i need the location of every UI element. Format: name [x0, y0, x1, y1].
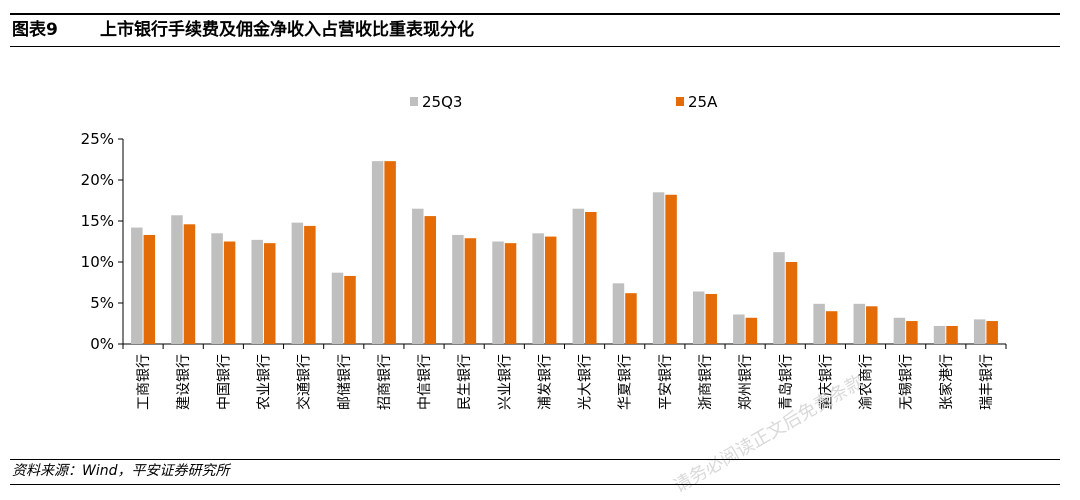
bar-25A-14: [705, 293, 717, 344]
bar-25A-9: [504, 243, 517, 344]
figure-title: 图表9 上市银行手续费及佣金净收入占营收比重表现分化: [12, 17, 474, 43]
bar-25A-20: [946, 325, 958, 344]
bar-25Q3-10: [532, 233, 544, 344]
legend-swatch-25A: [676, 97, 684, 106]
bar-25Q3-21: [973, 319, 986, 344]
category-label: 渝农商行: [859, 354, 875, 410]
bar-25A-15: [745, 317, 758, 344]
y-tick-label: 20%: [81, 171, 114, 189]
bar-25A-18: [866, 306, 878, 344]
bar-25Q3-3: [251, 239, 263, 344]
bar-25Q3-19: [893, 317, 906, 344]
bar-25Q3-4: [291, 222, 304, 344]
category-label: 中国银行: [216, 354, 232, 410]
category-label: 瑞丰银行: [979, 354, 995, 410]
legend-label-25Q3: 25Q3: [422, 93, 462, 111]
category-label: 兴业银行: [497, 354, 513, 410]
title-rule: [10, 46, 1060, 47]
bar-25A-6: [384, 161, 396, 344]
category-label: 张家港行: [938, 354, 955, 410]
bar-25A-13: [665, 194, 677, 344]
bar-25Q3-12: [612, 283, 625, 344]
bar-chart: 0% 5% 10% 15% 20% 25% 工商银行 建设银行 中国银行 农业银行 交通银行 邮储银行…: [81, 93, 1007, 410]
bar-25Q3-13: [652, 192, 665, 344]
category-label: 招商银行: [377, 354, 393, 410]
bar-25A-4: [304, 225, 316, 344]
y-tick-label: 25%: [81, 130, 114, 148]
category-label: 无锡银行: [899, 354, 915, 410]
bar-25A-1: [183, 224, 196, 344]
bar-25A-17: [825, 311, 838, 344]
bar-25Q3-15: [733, 314, 745, 344]
category-label: 建设银行: [176, 354, 192, 410]
category-label: 中信银行: [417, 354, 433, 410]
category-label: 农业银行: [256, 354, 272, 410]
category-label: 平安银行: [658, 354, 674, 410]
bar-25A-3: [263, 243, 276, 344]
category-label: 交通银行: [296, 354, 313, 410]
figure-title-text: 上市银行手续费及佣金净收入占营收比重表现分化: [100, 20, 474, 40]
bar-25A-11: [585, 211, 597, 344]
category-label: 邮储银行: [337, 354, 353, 410]
bar-25Q3-11: [572, 208, 585, 344]
category-label: 浦发银行: [537, 354, 553, 410]
legend-swatch-25Q3: [410, 97, 418, 106]
category-label: 工商银行: [136, 354, 152, 410]
bar-25Q3-7: [412, 208, 424, 344]
bar-25Q3-17: [813, 303, 825, 344]
figure-label: 图表9: [12, 20, 58, 40]
bar-25A-7: [424, 216, 437, 344]
bar-25Q3-18: [853, 303, 866, 344]
bar-25A-12: [625, 293, 637, 344]
y-tick-label: 0%: [90, 335, 114, 353]
bar-25A-5: [344, 275, 356, 344]
bar-25A-2: [223, 241, 236, 344]
top-rule: [10, 13, 1060, 15]
category-label: 华夏银行: [618, 354, 634, 410]
category-label: 青岛银行: [778, 354, 794, 410]
category-label: 民生银行: [457, 354, 473, 410]
bar-25Q3-14: [692, 291, 705, 344]
y-tick-label: 10%: [81, 253, 114, 271]
bar-25A-16: [785, 262, 798, 344]
bar-25Q3-1: [171, 215, 183, 344]
legend-label-25A: 25A: [688, 93, 718, 111]
y-tick-label: 15%: [81, 212, 114, 230]
bar-25Q3-2: [211, 233, 223, 344]
bar-25Q3-16: [773, 252, 785, 344]
y-tick-label: 5%: [90, 294, 114, 312]
bar-25Q3-0: [131, 227, 143, 344]
source-top-rule: [10, 459, 1060, 460]
source-note: 资料来源：Wind，平安证券研究所: [12, 463, 230, 479]
bar-25Q3-5: [331, 272, 344, 344]
category-label: 浙商银行: [698, 354, 714, 410]
bar-25A-0: [143, 234, 156, 344]
bar-25A-8: [464, 238, 477, 344]
bar-25A-10: [544, 236, 557, 344]
bar-25Q3-8: [452, 234, 464, 344]
category-label: 郑州银行: [738, 354, 754, 410]
bar-25Q3-6: [371, 161, 384, 344]
bar-25Q3-9: [492, 241, 504, 344]
bar-25Q3-20: [933, 325, 946, 344]
bar-25A-19: [906, 321, 918, 344]
bottom-rule: [10, 484, 1060, 485]
category-label: 重庆银行: [818, 354, 834, 410]
category-label: 光大银行: [578, 354, 594, 410]
bar-25A-21: [986, 321, 998, 344]
